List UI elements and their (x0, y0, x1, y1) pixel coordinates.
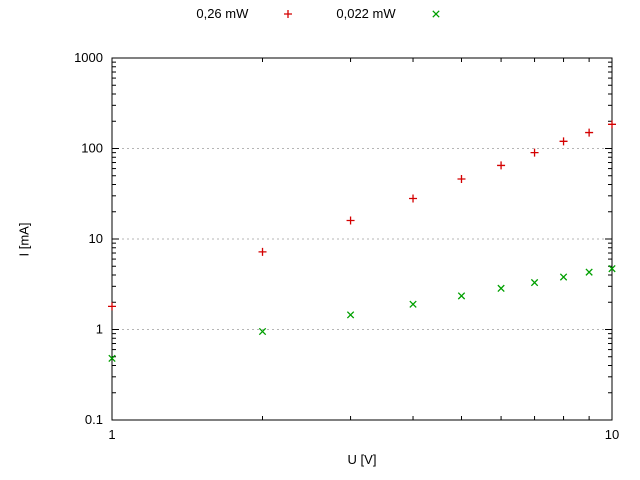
y-tick-label: 1 (96, 322, 103, 337)
axis-ticks (111, 57, 613, 421)
x-tick-label: 1 (108, 427, 115, 442)
data-point (409, 194, 418, 203)
data-point (346, 216, 355, 225)
data-point (559, 137, 568, 146)
data-point (457, 175, 466, 184)
data-point (585, 128, 594, 137)
x-axis-label: U [V] (347, 452, 377, 467)
data-point (530, 278, 539, 287)
data-point (258, 247, 267, 256)
y-tick-label: 100 (81, 141, 103, 156)
y-tick-label: 1000 (74, 50, 103, 65)
data-point (457, 292, 466, 300)
y-tick-label: 10 (89, 231, 103, 246)
data-point (530, 148, 539, 157)
data-point (108, 302, 116, 311)
legend-label: 0,022 mW (336, 6, 396, 21)
plus-marker-icon (284, 9, 293, 18)
legend-item: 0,022 mW (336, 6, 443, 21)
legend-label: 0,26 mW (196, 6, 249, 21)
data-point (559, 273, 568, 281)
data-point (346, 311, 355, 319)
data-point (585, 268, 593, 276)
data-point (497, 284, 505, 292)
tick-labels: 1 10 0.1 1 10 100 1000 (74, 50, 619, 442)
data-point (258, 327, 267, 336)
series-cross-points (108, 265, 616, 363)
legend: 0,26 mW 0,022 mW (0, 6, 640, 21)
data-point (608, 265, 616, 273)
y-axis-label: I [mA] (16, 222, 32, 257)
y-tick-label: 0.1 (85, 412, 103, 427)
data-point (108, 354, 116, 363)
data-point (497, 161, 506, 170)
cross-marker-icon (431, 9, 440, 18)
data-point (608, 120, 616, 129)
series-plus-points (108, 120, 616, 311)
data-point (409, 300, 417, 308)
gridlines (112, 148, 612, 330)
legend-item: 0,26 mW (196, 6, 296, 21)
x-tick-label: 10 (605, 427, 619, 442)
